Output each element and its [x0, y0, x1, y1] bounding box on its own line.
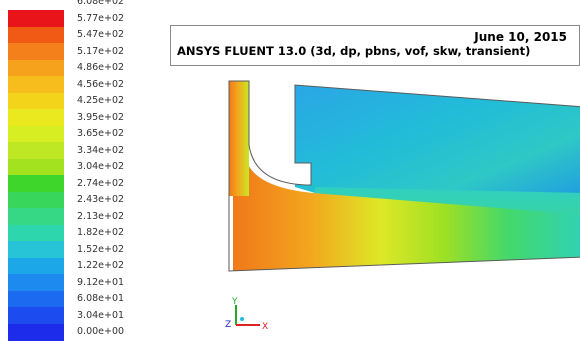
colorbar-label: 3.65e+02	[77, 128, 125, 139]
colorbar-label: 1.22e+02	[77, 260, 125, 271]
colorbar-swatch	[8, 158, 64, 176]
colorbar-swatch	[8, 191, 64, 209]
colorbar-swatch	[8, 109, 64, 126]
contour-plot	[228, 80, 580, 272]
colorbar-label: 4.56e+02	[77, 78, 125, 90]
colorbar-label: 3.95e+02	[77, 111, 125, 123]
colorbar-label: 9.12e+01	[77, 276, 125, 288]
colorbar-label: 3.04e+01	[77, 309, 125, 321]
colorbar-swatch	[8, 307, 64, 324]
colorbar-swatch	[8, 257, 64, 275]
colorbar-label: 1.52e+02	[77, 243, 125, 255]
colorbar-label: 1.82e+02	[77, 227, 125, 238]
bottom-region	[233, 83, 580, 271]
colorbar-label: 4.25e+02	[77, 95, 125, 106]
colorbar-label: 0.00e+00	[77, 326, 125, 337]
colorbar-swatch	[8, 26, 64, 44]
left-channel	[229, 81, 249, 196]
colorbar-label: 5.47e+02	[77, 29, 125, 40]
colorbar-label: 5.77e+02	[77, 12, 125, 24]
colorbar-swatch	[8, 92, 64, 110]
colorbar-label: 2.74e+02	[77, 177, 125, 189]
colorbar-swatch	[8, 175, 64, 192]
colorbar-swatch	[8, 241, 64, 258]
colorbar-swatch	[8, 274, 64, 291]
axis-triad: Y Z X	[225, 297, 268, 332]
colorbar-swatch	[8, 208, 64, 225]
colorbar-swatch	[8, 76, 64, 93]
info-date: June 10, 2015	[474, 30, 567, 44]
axis-z-label: Z	[225, 320, 231, 330]
domain-outline	[228, 80, 580, 272]
colorbar-label: 6.08e+01	[77, 293, 125, 304]
colorbar-label: 5.17e+02	[77, 45, 125, 57]
colorbar-swatch	[8, 290, 64, 308]
colorbar-label: 3.04e+02	[77, 161, 125, 172]
upper-region	[295, 85, 580, 205]
info-box: June 10, 2015 ANSYS FLUENT 13.0 (3d, dp,…	[170, 25, 580, 66]
colorbar-labels: 6.08e+02 5.77e+02 5.47e+02 5.17e+02 4.86e+02…	[77, 0, 157, 343]
colorbar-swatch	[8, 43, 64, 60]
colorbar-label: 2.43e+02	[77, 194, 125, 205]
colorbar-swatch	[8, 142, 64, 159]
colorbar-swatch	[8, 224, 64, 242]
info-title: ANSYS FLUENT 13.0 (3d, dp, pbns, vof, sk…	[177, 44, 531, 58]
colorbar-label: 4.86e+02	[77, 62, 125, 73]
colorbar-swatch	[8, 59, 64, 77]
colorbar-label: 2.13e+02	[77, 210, 125, 222]
axis-x-label: X	[262, 322, 268, 332]
colorbar-swatch	[8, 10, 64, 27]
colorbar-swatch	[8, 125, 64, 143]
baffle-gap	[249, 81, 311, 185]
colorbar-label: 6.08e+02	[77, 0, 125, 7]
colorbar	[8, 10, 64, 341]
axis-y-label: Y	[231, 297, 238, 307]
colorbar-swatch	[8, 323, 64, 341]
colorbar-label: 3.34e+02	[77, 144, 125, 156]
